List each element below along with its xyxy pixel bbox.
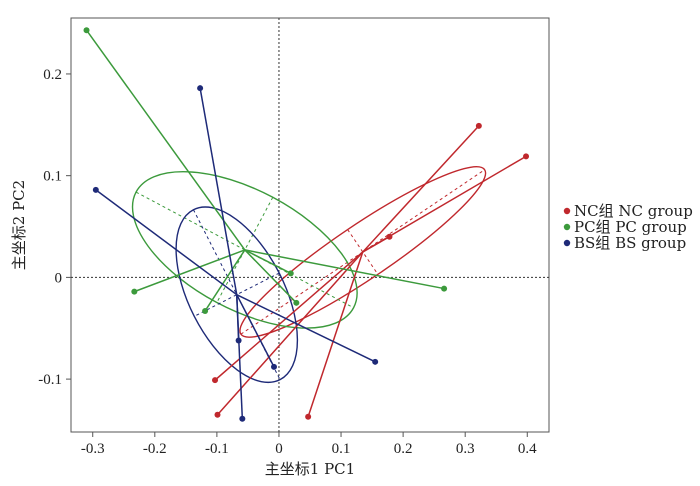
spoke-series-1: [204, 249, 246, 312]
x-tick-label: -0.3: [81, 441, 105, 457]
centroid-spokes: [85, 29, 527, 419]
point-series-2: [270, 363, 277, 370]
ellipse-minor-axis-1: [216, 197, 274, 303]
spoke-series-2: [95, 189, 238, 296]
confidence-ellipses: [131, 166, 487, 384]
x-axis-ticks: -0.3 -0.2 -0.1 0 0.1 0.2 0.3 0.4: [81, 432, 537, 457]
point-series-1: [293, 299, 300, 306]
ellipse-major-axis-0: [240, 169, 485, 335]
spoke-series-1: [134, 249, 246, 293]
x-tick-label: 0.3: [456, 441, 475, 457]
point-series-2: [235, 337, 242, 344]
point-series-1: [287, 270, 294, 277]
y-tick-label: 0: [55, 270, 63, 286]
point-series-0: [214, 411, 221, 418]
spoke-series-0: [362, 125, 480, 253]
spoke-series-0: [362, 236, 390, 253]
point-series-2: [92, 186, 99, 193]
reference-lines: [71, 18, 549, 432]
point-series-0: [475, 122, 482, 129]
spoke-series-0: [216, 251, 364, 416]
x-tick-label: -0.2: [143, 441, 167, 457]
legend-label-2: BS组 BS group: [574, 234, 686, 252]
point-series-0: [523, 153, 530, 160]
spoke-series-1: [244, 249, 292, 274]
point-series-2: [372, 358, 379, 365]
spoke-series-1: [85, 29, 246, 251]
point-series-1: [83, 27, 90, 34]
spoke-series-1: [244, 249, 445, 290]
point-series-0: [386, 233, 393, 240]
x-axis-title: 主坐标1 PC1: [265, 460, 355, 478]
point-series-0: [212, 377, 219, 384]
y-tick-label: -0.1: [38, 372, 62, 388]
x-tick-label: 0.1: [332, 441, 351, 457]
x-tick-label: -0.1: [205, 441, 229, 457]
ellipse-major-axis-1: [135, 191, 354, 309]
point-series-2: [239, 415, 246, 422]
spoke-series-2: [235, 294, 244, 419]
spoke-series-0: [307, 251, 364, 417]
y-axis-title: 主坐标2 PC2: [10, 180, 28, 270]
legend-label-1: PC组 PC group: [574, 218, 687, 236]
point-series-2: [197, 85, 204, 92]
point-series-0: [305, 413, 312, 420]
y-tick-label: 0.2: [43, 67, 62, 83]
legend-marker-0: [563, 207, 571, 215]
y-axis-ticks: -0.1 0 0.1 0.2: [38, 67, 71, 388]
plot-frame: [70, 17, 550, 433]
x-tick-label: 0.2: [394, 441, 413, 457]
spoke-series-2: [236, 294, 376, 363]
point-series-1: [441, 285, 448, 292]
spoke-series-2: [236, 294, 275, 368]
spoke-series-2: [199, 88, 238, 295]
data-points: [83, 27, 530, 422]
legend-marker-1: [563, 223, 571, 231]
point-series-1: [202, 307, 209, 314]
x-tick-label: 0: [275, 441, 283, 457]
x-tick-label: 0.4: [518, 441, 537, 457]
legend-label-0: NC组 NC group: [574, 202, 693, 220]
spoke-series-1: [244, 249, 297, 304]
point-series-1: [131, 288, 138, 295]
legend-marker-2: [563, 239, 571, 247]
ellipse-minor-axis-2: [194, 272, 280, 317]
y-tick-label: 0.1: [43, 169, 62, 185]
